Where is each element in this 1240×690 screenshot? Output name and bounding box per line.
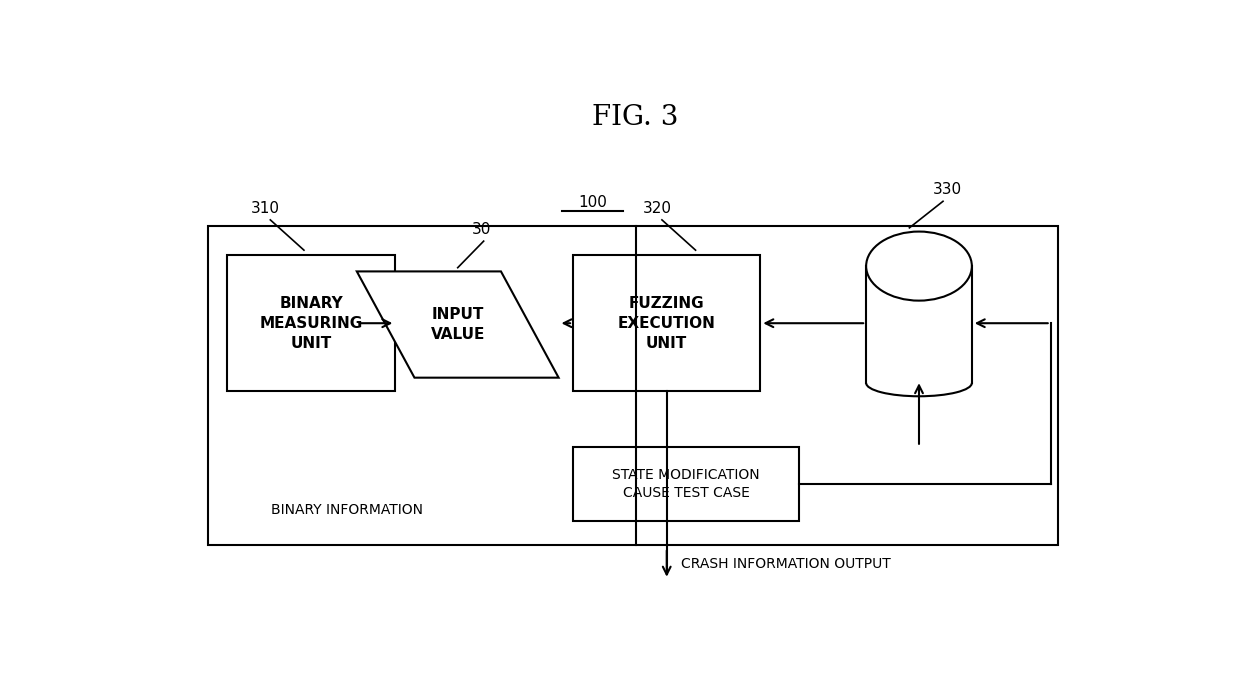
Polygon shape [357,271,559,377]
Text: 330: 330 [934,182,962,197]
Bar [573,446,799,521]
Bar [573,255,760,391]
Text: INPUT
VALUE: INPUT VALUE [430,307,485,342]
Text: CRASH INFORMATION OUTPUT: CRASH INFORMATION OUTPUT [681,557,890,571]
Text: BINARY
MEASURING
UNIT: BINARY MEASURING UNIT [259,296,363,351]
Text: BINARY INFORMATION: BINARY INFORMATION [272,504,423,518]
Text: STATE MODIFICATION
CAUSE TEST CASE: STATE MODIFICATION CAUSE TEST CASE [613,468,760,500]
Ellipse shape [866,232,972,301]
Text: FUZZING
EXECUTION
UNIT: FUZZING EXECUTION UNIT [618,296,715,351]
Bar [866,266,972,383]
Text: 310: 310 [250,201,280,215]
Bar [208,226,1058,545]
Text: 320: 320 [642,201,672,215]
Text: FIG. 3: FIG. 3 [593,104,678,131]
Text: 100: 100 [578,195,606,210]
Bar [227,255,396,391]
Text: 30: 30 [472,222,491,237]
